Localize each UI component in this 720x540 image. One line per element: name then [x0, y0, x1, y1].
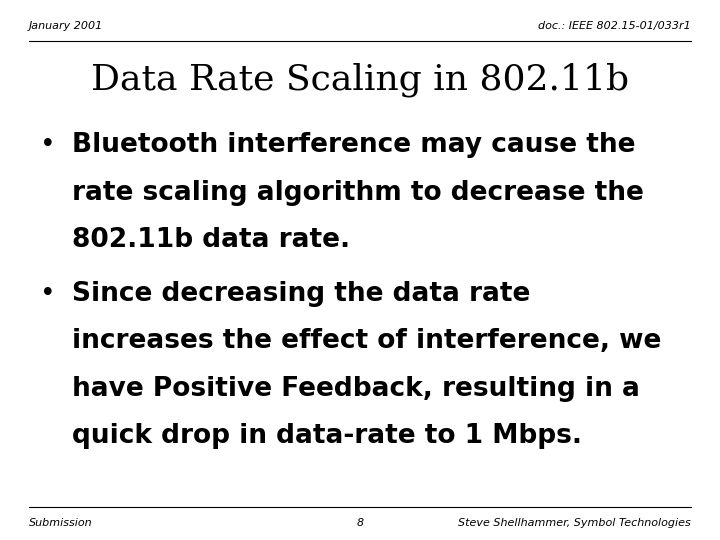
- Text: increases the effect of interference, we: increases the effect of interference, we: [72, 328, 662, 354]
- Text: 8: 8: [356, 518, 364, 528]
- Text: 802.11b data rate.: 802.11b data rate.: [72, 227, 350, 253]
- Text: •: •: [40, 132, 55, 158]
- Text: quick drop in data-rate to 1 Mbps.: quick drop in data-rate to 1 Mbps.: [72, 423, 582, 449]
- Text: Data Rate Scaling in 802.11b: Data Rate Scaling in 802.11b: [91, 62, 629, 97]
- Text: Bluetooth interference may cause the: Bluetooth interference may cause the: [72, 132, 636, 158]
- Text: Submission: Submission: [29, 518, 92, 528]
- Text: Steve Shellhammer, Symbol Technologies: Steve Shellhammer, Symbol Technologies: [459, 518, 691, 528]
- Text: •: •: [40, 281, 55, 307]
- Text: doc.: IEEE 802.15-01/033r1: doc.: IEEE 802.15-01/033r1: [539, 21, 691, 31]
- Text: Since decreasing the data rate: Since decreasing the data rate: [72, 281, 531, 307]
- Text: have Positive Feedback, resulting in a: have Positive Feedback, resulting in a: [72, 376, 640, 402]
- Text: January 2001: January 2001: [29, 21, 103, 31]
- Text: rate scaling algorithm to decrease the: rate scaling algorithm to decrease the: [72, 180, 644, 206]
